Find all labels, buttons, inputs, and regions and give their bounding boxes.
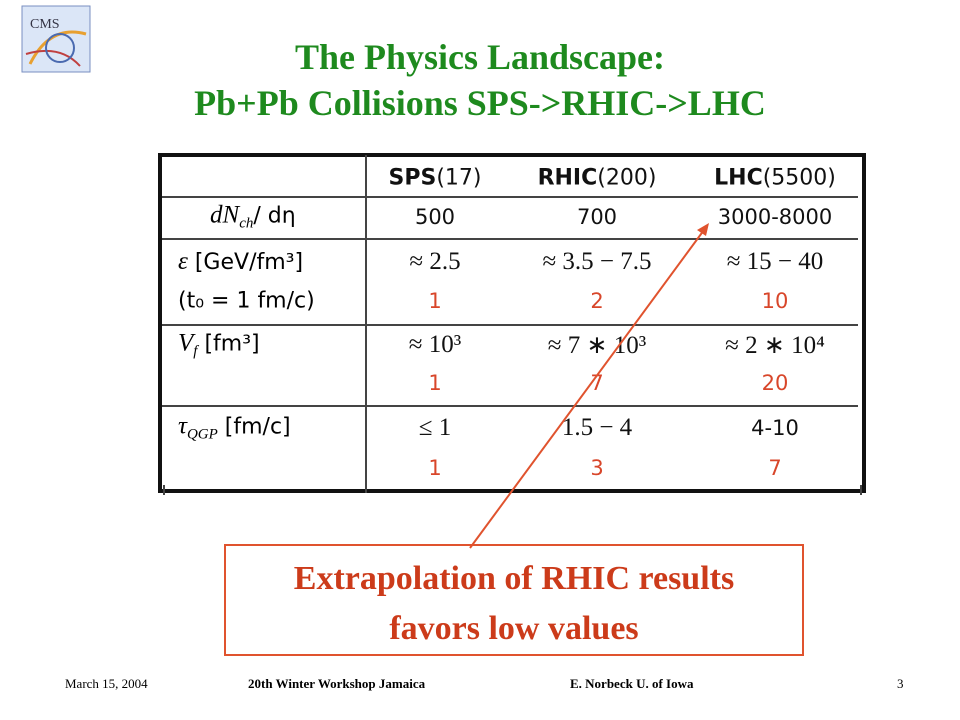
column-header: SPS(17) — [389, 166, 482, 191]
cell-red-value: 7 — [768, 456, 782, 480]
row-label: dNch/ dη — [210, 201, 296, 232]
column-header: LHC(5500) — [714, 166, 836, 191]
label-unit: / dη — [253, 203, 296, 229]
cell-red-value: 7 — [590, 371, 604, 395]
cell-value: ≈ 2 ∗ 10⁴ — [725, 332, 825, 359]
label-unit: [fm³] — [197, 331, 260, 357]
cell-value: 500 — [414, 205, 456, 229]
callout: Extrapolation of RHIC results favors low… — [224, 544, 804, 656]
cell-value: ≈ 2.5 — [409, 248, 461, 275]
column-header: RHIC(200) — [538, 166, 657, 191]
row-line — [162, 196, 858, 198]
logo: CMS — [21, 5, 91, 73]
cell-value: ≈ 10³ — [408, 331, 462, 358]
label-symbol: τ — [178, 412, 187, 440]
cell-value: 700 — [576, 205, 618, 229]
column-energy: (5500) — [762, 165, 836, 191]
footer-event: 20th Winter Workshop Jamaica — [248, 676, 426, 691]
column-energy: (17) — [436, 165, 482, 191]
cell-red-value: 3 — [590, 456, 604, 480]
cell-value: 4-10 — [751, 416, 799, 440]
cell-value: ≤ 1 — [418, 414, 452, 441]
cell-red-value: 1 — [428, 289, 442, 313]
label-symbol: ε — [178, 248, 188, 275]
table-tick — [163, 485, 165, 495]
column-name: LHC — [714, 165, 763, 191]
row-label: τQGP [fm/c] — [178, 412, 291, 443]
callout-line: Extrapolation of RHIC results — [293, 560, 735, 597]
cell-red-value: 20 — [761, 371, 789, 395]
cell-red-value: 1 — [428, 371, 442, 395]
label-sub: QGP — [186, 426, 218, 443]
cell-red-value: 10 — [761, 289, 789, 313]
label-symbol: V — [178, 329, 194, 357]
row-label: Vf [fm³] — [178, 329, 260, 360]
label-symbol: dN — [210, 201, 240, 229]
column-energy: (200) — [597, 165, 657, 191]
column-name: RHIC — [537, 165, 598, 191]
footer-date: March 15, 2004 — [65, 676, 148, 691]
logo-text: CMS — [30, 17, 60, 32]
row-line — [162, 238, 858, 240]
cell-value: 3000-8000 — [717, 205, 833, 229]
footer-page: 3 — [897, 676, 904, 691]
row-label: ε [GeV/fm³] — [178, 248, 303, 276]
row-line — [162, 324, 858, 326]
cell-red-value: 1 — [428, 456, 442, 480]
cell-value: 1.5 − 4 — [561, 414, 633, 441]
table-tick — [860, 485, 862, 495]
cell-value: ≈ 7 ∗ 10³ — [547, 332, 647, 359]
cell-red-value: 2 — [590, 289, 604, 313]
label-sub: ch — [239, 215, 254, 232]
title-line: Pb+Pb Collisions SPS->RHIC->LHC — [194, 83, 766, 123]
label-sub: f — [193, 343, 198, 360]
row-line — [162, 405, 858, 407]
row-label: (t₀ = 1 fm/c) — [178, 288, 315, 314]
cell-value: ≈ 15 − 40 — [726, 248, 824, 275]
column-name: SPS — [388, 165, 437, 191]
callout-line: favors low values — [389, 610, 639, 647]
footer-author: E. Norbeck U. of Iowa — [570, 676, 694, 691]
cell-value: ≈ 3.5 − 7.5 — [542, 248, 652, 275]
label-unit: [fm/c] — [217, 414, 291, 440]
label-unit: [GeV/fm³] — [187, 250, 304, 275]
title-line: The Physics Landscape: — [294, 37, 666, 77]
